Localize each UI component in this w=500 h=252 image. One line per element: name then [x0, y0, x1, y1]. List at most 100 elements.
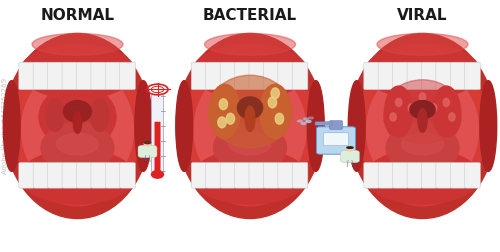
- FancyBboxPatch shape: [152, 95, 164, 172]
- Ellipse shape: [4, 81, 20, 171]
- Ellipse shape: [186, 46, 314, 206]
- FancyBboxPatch shape: [364, 62, 380, 90]
- Text: Adobe Stock | #447352269: Adobe Stock | #447352269: [2, 78, 10, 174]
- Text: NORMAL: NORMAL: [40, 8, 115, 23]
- Ellipse shape: [74, 111, 82, 133]
- Ellipse shape: [275, 113, 283, 124]
- Ellipse shape: [449, 113, 455, 121]
- Ellipse shape: [384, 85, 461, 149]
- Ellipse shape: [430, 104, 437, 112]
- Ellipse shape: [301, 122, 306, 124]
- Ellipse shape: [308, 81, 324, 171]
- Ellipse shape: [46, 99, 64, 132]
- FancyBboxPatch shape: [106, 62, 121, 90]
- FancyBboxPatch shape: [138, 145, 157, 158]
- Ellipse shape: [390, 113, 396, 121]
- Ellipse shape: [194, 66, 306, 193]
- FancyBboxPatch shape: [91, 163, 106, 188]
- Ellipse shape: [218, 117, 226, 128]
- Ellipse shape: [480, 81, 496, 171]
- Ellipse shape: [386, 122, 459, 173]
- Ellipse shape: [144, 142, 151, 146]
- Ellipse shape: [39, 85, 116, 149]
- FancyBboxPatch shape: [340, 150, 359, 163]
- Ellipse shape: [260, 84, 290, 139]
- FancyBboxPatch shape: [249, 163, 264, 188]
- Ellipse shape: [365, 150, 480, 204]
- FancyBboxPatch shape: [192, 62, 207, 90]
- Ellipse shape: [229, 133, 271, 155]
- Ellipse shape: [64, 101, 92, 122]
- FancyBboxPatch shape: [436, 163, 452, 188]
- Ellipse shape: [366, 66, 478, 193]
- Ellipse shape: [238, 97, 262, 119]
- FancyBboxPatch shape: [206, 163, 222, 188]
- FancyBboxPatch shape: [315, 122, 332, 125]
- FancyBboxPatch shape: [407, 62, 422, 90]
- FancyBboxPatch shape: [422, 62, 437, 90]
- Ellipse shape: [176, 34, 324, 218]
- FancyBboxPatch shape: [19, 163, 34, 188]
- Ellipse shape: [20, 150, 135, 204]
- Ellipse shape: [219, 99, 228, 110]
- Ellipse shape: [384, 86, 412, 137]
- Ellipse shape: [176, 81, 192, 171]
- Ellipse shape: [208, 75, 292, 148]
- FancyBboxPatch shape: [378, 163, 394, 188]
- Ellipse shape: [142, 145, 153, 156]
- FancyBboxPatch shape: [62, 163, 78, 188]
- Text: BACTERIAL: BACTERIAL: [203, 8, 297, 23]
- Ellipse shape: [347, 147, 353, 151]
- FancyBboxPatch shape: [464, 62, 480, 90]
- FancyBboxPatch shape: [316, 127, 356, 154]
- Ellipse shape: [212, 85, 288, 149]
- FancyBboxPatch shape: [450, 163, 466, 188]
- FancyBboxPatch shape: [76, 163, 92, 188]
- Ellipse shape: [344, 150, 356, 161]
- FancyBboxPatch shape: [324, 133, 348, 146]
- Ellipse shape: [32, 34, 123, 55]
- FancyBboxPatch shape: [464, 163, 480, 188]
- Ellipse shape: [402, 133, 444, 155]
- FancyBboxPatch shape: [264, 62, 279, 90]
- FancyBboxPatch shape: [292, 163, 308, 188]
- Text: VIRAL: VIRAL: [397, 8, 448, 23]
- FancyBboxPatch shape: [220, 62, 236, 90]
- Ellipse shape: [365, 44, 480, 99]
- Ellipse shape: [4, 34, 151, 218]
- Ellipse shape: [192, 150, 308, 204]
- Ellipse shape: [144, 142, 150, 144]
- FancyBboxPatch shape: [154, 122, 160, 172]
- FancyBboxPatch shape: [407, 163, 422, 188]
- Ellipse shape: [347, 147, 353, 148]
- FancyBboxPatch shape: [392, 163, 408, 188]
- FancyBboxPatch shape: [278, 62, 293, 90]
- Ellipse shape: [135, 81, 152, 171]
- FancyBboxPatch shape: [106, 163, 121, 188]
- FancyBboxPatch shape: [392, 62, 408, 90]
- Ellipse shape: [432, 86, 460, 137]
- FancyBboxPatch shape: [264, 163, 279, 188]
- Ellipse shape: [349, 34, 496, 218]
- FancyBboxPatch shape: [33, 163, 49, 188]
- FancyBboxPatch shape: [19, 62, 34, 90]
- Ellipse shape: [226, 113, 234, 124]
- FancyBboxPatch shape: [206, 62, 222, 90]
- Ellipse shape: [210, 84, 240, 139]
- FancyBboxPatch shape: [364, 163, 380, 188]
- FancyBboxPatch shape: [91, 62, 106, 90]
- Ellipse shape: [304, 118, 308, 120]
- FancyBboxPatch shape: [76, 62, 92, 90]
- FancyBboxPatch shape: [120, 62, 136, 90]
- Ellipse shape: [298, 120, 302, 122]
- FancyBboxPatch shape: [278, 163, 293, 188]
- Ellipse shape: [204, 34, 296, 55]
- FancyBboxPatch shape: [422, 163, 437, 188]
- Ellipse shape: [271, 88, 280, 99]
- Ellipse shape: [22, 66, 134, 193]
- Ellipse shape: [396, 98, 402, 107]
- Ellipse shape: [443, 98, 450, 107]
- FancyBboxPatch shape: [292, 62, 308, 90]
- Ellipse shape: [20, 44, 135, 99]
- Ellipse shape: [306, 120, 311, 122]
